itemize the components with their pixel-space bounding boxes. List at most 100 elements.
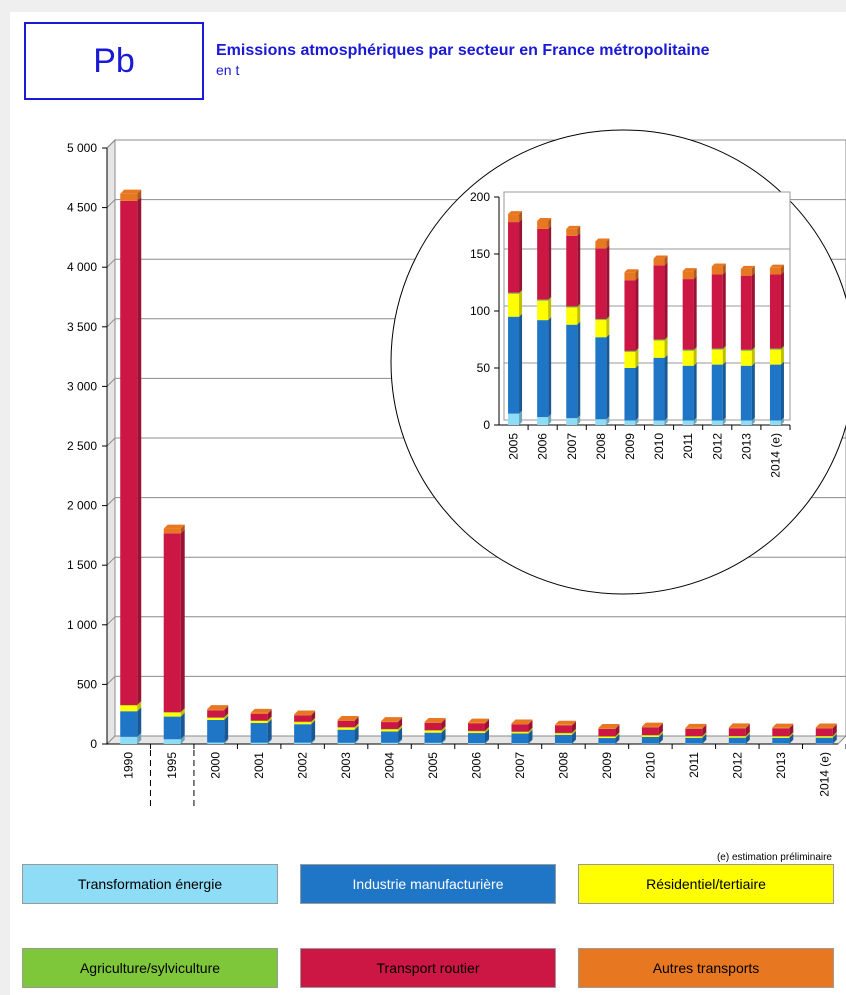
bar-segment [294, 715, 312, 722]
inset-bar-segment [624, 352, 636, 368]
bar-segment-side [485, 739, 489, 744]
bar-segment-side [658, 739, 663, 744]
inset-bar-segment-side [780, 417, 784, 425]
bar-segment [685, 743, 703, 745]
legend-label: Résidentiel/tertiaire [646, 876, 766, 892]
bar-segment-side [441, 738, 446, 744]
y-tick-label: 2 000 [67, 499, 97, 513]
inset-bar-segment [508, 293, 520, 317]
bar-segment [728, 727, 746, 729]
bar-segment-side [789, 732, 794, 737]
inset-bar-top [595, 238, 610, 242]
bar-segment-side [789, 723, 794, 729]
inset-x-tick-label: 2010 [652, 433, 666, 460]
inset-bar-segment-side [693, 362, 697, 421]
inset-bar-segment-side [722, 263, 726, 275]
inset-bar-segment-side [635, 365, 639, 421]
bar-segment-side [528, 720, 533, 732]
bar-segment [120, 705, 138, 712]
bar-segment-side [441, 726, 446, 733]
inset-bar-segment [682, 350, 694, 366]
bar-segment [815, 727, 833, 729]
inset-bar-segment-side [635, 347, 639, 353]
y-tick-label: 3 500 [67, 320, 97, 334]
inset-bar-segment-side [519, 211, 523, 223]
inset-bar-top [740, 265, 755, 269]
bar-segment [511, 724, 529, 732]
inset-bar-segment [711, 266, 723, 275]
inset-bar-segment [566, 306, 578, 308]
inset-x-tick-label: 2007 [565, 433, 579, 460]
x-tick-label: 1995 [165, 752, 179, 779]
bar-segment [381, 728, 399, 730]
bar-segment-side [267, 716, 272, 721]
bar-segment-side [789, 724, 794, 737]
bar-segment-side [658, 731, 663, 736]
x-tick-label: 2003 [339, 752, 353, 779]
bar-segment-side [745, 724, 750, 737]
inset-bar-segment [624, 368, 636, 421]
y-tick-label: 3 000 [67, 379, 97, 393]
bar-segment [685, 737, 703, 744]
inset-bar-segment-side [519, 289, 523, 294]
bar-segment [511, 731, 529, 733]
inset-bar-segment-side [664, 354, 668, 421]
legend-item: Autres transports [578, 948, 834, 988]
bar-top [381, 717, 403, 722]
inset-bar-segment-side [606, 416, 610, 425]
inset-x-tick-label: 2005 [507, 433, 521, 460]
bar-segment [598, 728, 616, 729]
bar-segment-side [398, 717, 403, 723]
inset-bar-segment [682, 365, 694, 421]
inset-y-tick-label: 50 [477, 361, 491, 375]
bar-segment [772, 728, 790, 737]
inset-bar-segment-side [577, 304, 581, 325]
inset-bar-segment-side [693, 347, 697, 366]
x-tick-label: 2001 [252, 752, 266, 779]
bar-segment [207, 710, 225, 718]
legend-item: Résidentiel/tertiaire [578, 864, 834, 904]
bar-segment-side [398, 725, 403, 732]
gridline-side [106, 497, 116, 506]
bar-segment [728, 736, 746, 738]
bar-segment-side [311, 711, 316, 722]
gridline-side [106, 437, 116, 447]
bar-segment-side [441, 718, 446, 731]
x-tick-label: 2013 [774, 752, 788, 779]
bar-segment [250, 713, 268, 721]
bar-segment-side [354, 723, 359, 730]
inset-bar-segment-side [664, 255, 668, 266]
inset-y-tick-label: 150 [470, 247, 490, 261]
bar-top [337, 716, 359, 721]
bar-segment [554, 724, 572, 726]
bar-segment [685, 727, 703, 729]
inset-bar-segment-side [722, 271, 726, 349]
bar-segment-side [702, 739, 707, 744]
inset-bar-segment-side [635, 277, 639, 351]
bar-segment-side [528, 719, 533, 725]
bar-segment-side [528, 727, 533, 734]
x-tick-label: 2006 [470, 752, 484, 779]
inset-bar-segment [508, 222, 520, 293]
bar-top [468, 718, 489, 723]
bar-segment [685, 736, 703, 737]
bar-segment [120, 736, 138, 744]
bar-segment-side [702, 733, 707, 744]
bar-segment-side [441, 728, 446, 743]
bar-segment [294, 714, 312, 716]
bar-segment-side [224, 705, 229, 711]
bar-segment-side [832, 739, 837, 744]
inset-bar-segment [769, 348, 781, 350]
bar-segment [772, 727, 790, 729]
bar-segment-side [571, 729, 576, 735]
x-tick-label: 2000 [209, 752, 223, 779]
inset-bar-segment [566, 324, 578, 419]
inset-bar-segment [711, 420, 723, 425]
bar-segment [337, 727, 355, 730]
gridline-side [106, 676, 116, 685]
chart-panel: Pb Emissions atmosphériques par secteur … [10, 12, 846, 995]
bar-top [511, 719, 533, 724]
bar-segment-side [832, 732, 837, 738]
inset-bar-segment-side [519, 290, 523, 317]
inset-x-tick-label: 2014 (e) [768, 433, 782, 478]
